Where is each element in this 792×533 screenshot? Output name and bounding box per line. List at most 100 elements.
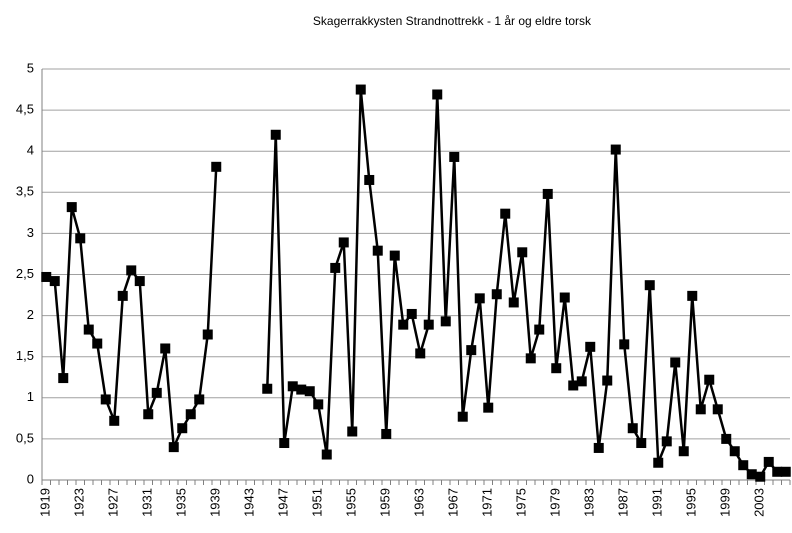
marker: [466, 345, 477, 356]
marker: [508, 297, 519, 308]
x-tick-label: 1927: [106, 488, 121, 517]
marker: [772, 466, 783, 477]
chart-title: Skagerrakkysten Strandnottrekk - 1 år og…: [313, 14, 592, 28]
marker: [75, 233, 86, 244]
y-tick-label: 5: [27, 60, 34, 75]
marker: [364, 174, 375, 185]
marker: [211, 161, 222, 172]
marker: [338, 237, 349, 248]
marker: [398, 319, 409, 330]
marker: [729, 446, 740, 457]
x-tick-label: 1991: [650, 488, 665, 517]
marker: [483, 402, 494, 413]
marker: [755, 471, 766, 482]
marker: [92, 338, 103, 349]
y-tick-label: 3,5: [16, 184, 34, 199]
y-tick-label: 3: [27, 225, 34, 240]
marker: [491, 289, 502, 300]
marker: [168, 442, 179, 453]
y-tick-label: 2: [27, 307, 34, 322]
marker: [58, 373, 69, 384]
marker: [100, 394, 111, 405]
x-tick-label: 1951: [310, 488, 325, 517]
marker: [109, 415, 120, 426]
marker: [83, 324, 94, 335]
marker: [534, 324, 545, 335]
x-tick-label: 1959: [378, 488, 393, 517]
marker: [474, 293, 485, 304]
marker: [202, 329, 213, 340]
marker: [262, 383, 273, 394]
marker: [619, 339, 630, 350]
marker: [381, 428, 392, 439]
x-tick-label: 1975: [514, 488, 529, 517]
x-tick-label: 2003: [752, 488, 767, 517]
marker: [296, 384, 307, 395]
marker: [721, 433, 732, 444]
y-tick-label: 0,5: [16, 430, 34, 445]
marker: [66, 202, 77, 213]
marker: [143, 409, 154, 420]
marker: [576, 376, 587, 387]
y-tick-label: 1,5: [16, 348, 34, 363]
marker: [670, 357, 681, 368]
marker: [415, 348, 426, 359]
marker: [432, 89, 443, 100]
x-tick-label: 1943: [242, 488, 257, 517]
marker: [687, 290, 698, 301]
x-tick-label: 1995: [684, 488, 699, 517]
marker: [372, 245, 383, 256]
marker: [355, 84, 366, 95]
x-tick-label: 1999: [718, 488, 733, 517]
marker: [525, 353, 536, 364]
x-tick-label: 1987: [616, 488, 631, 517]
marker: [160, 343, 171, 354]
marker: [440, 316, 451, 327]
marker: [117, 290, 128, 301]
marker: [542, 188, 553, 199]
x-tick-label: 1979: [548, 488, 563, 517]
marker: [763, 456, 774, 467]
marker: [500, 208, 511, 219]
series-line: [45, 88, 786, 478]
x-tick-label: 1919: [38, 488, 53, 517]
marker: [126, 265, 137, 276]
marker: [287, 381, 298, 392]
marker: [559, 292, 570, 303]
marker: [330, 262, 341, 273]
marker: [321, 449, 332, 460]
marker: [151, 387, 162, 398]
x-tick-label: 1963: [412, 488, 427, 517]
marker: [423, 319, 434, 330]
x-tick-label: 1967: [446, 488, 461, 517]
marker: [712, 404, 723, 415]
marker: [41, 271, 52, 282]
y-tick-label: 4: [27, 143, 34, 158]
x-tick-label: 1955: [344, 488, 359, 517]
marker: [661, 436, 672, 447]
x-tick-label: 1931: [140, 488, 155, 517]
marker: [177, 423, 188, 434]
marker: [270, 129, 281, 140]
x-tick-label: 1923: [72, 488, 87, 517]
marker: [593, 442, 604, 453]
marker: [279, 438, 290, 449]
marker: [551, 363, 562, 374]
x-tick-label: 1935: [174, 488, 189, 517]
marker: [636, 438, 647, 449]
marker: [746, 469, 757, 480]
marker: [194, 394, 205, 405]
marker: [449, 151, 460, 162]
marker: [653, 457, 664, 468]
y-tick-label: 1: [27, 389, 34, 404]
marker: [695, 404, 706, 415]
marker: [304, 386, 315, 397]
marker: [347, 426, 358, 437]
y-tick-label: 2,5: [16, 266, 34, 281]
marker: [678, 446, 689, 457]
marker: [406, 308, 417, 319]
marker: [585, 341, 596, 352]
x-tick-label: 1939: [208, 488, 223, 517]
marker: [457, 411, 468, 422]
